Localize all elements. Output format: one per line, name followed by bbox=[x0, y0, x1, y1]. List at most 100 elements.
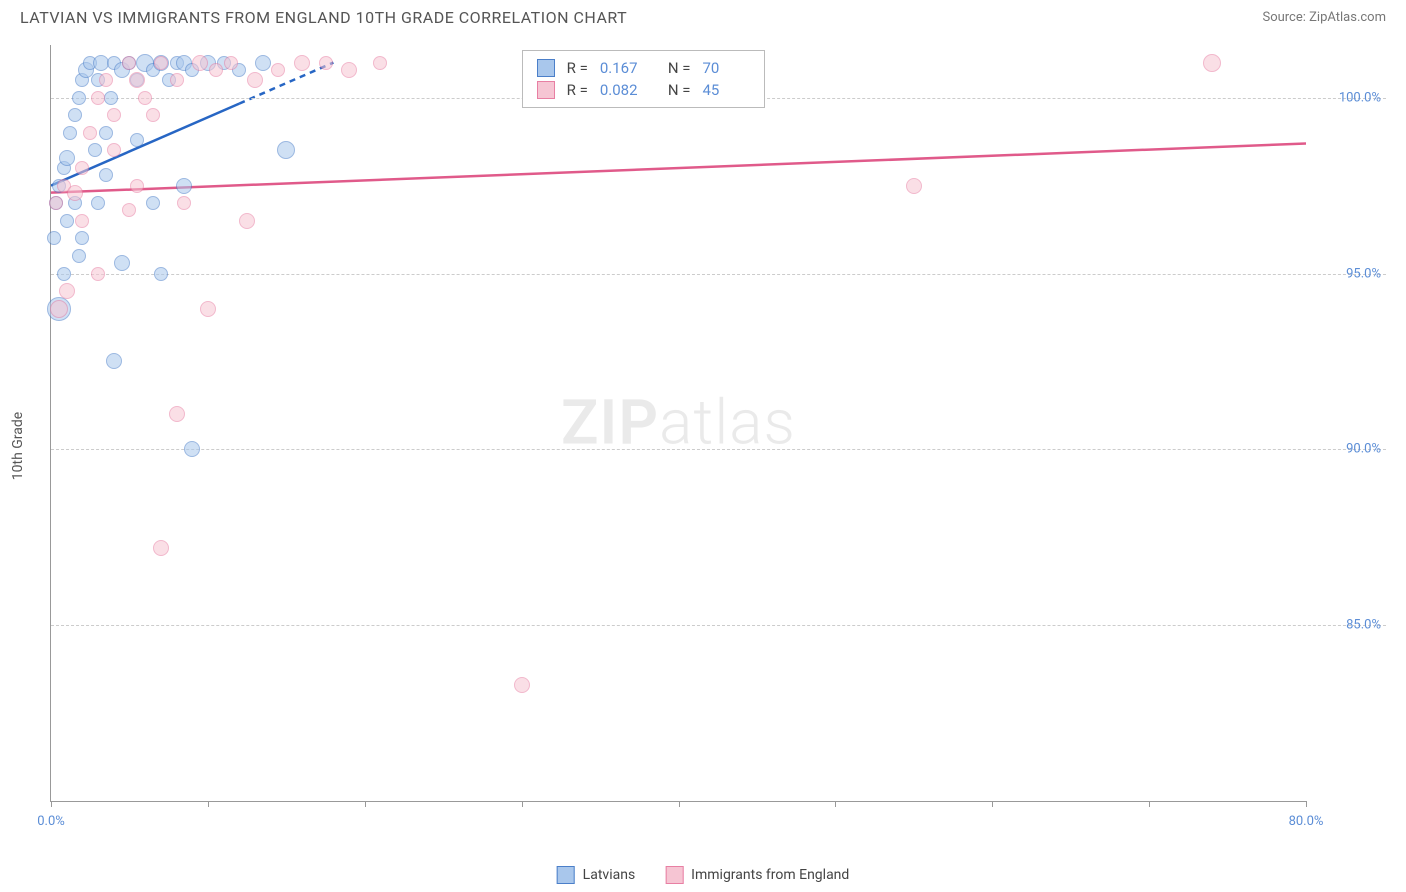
scatter-point-latvians bbox=[59, 150, 75, 166]
y-tick-label: 95.0% bbox=[1346, 266, 1381, 281]
scatter-point-england bbox=[99, 73, 113, 87]
scatter-point-england bbox=[59, 283, 75, 299]
scatter-point-latvians bbox=[47, 231, 61, 245]
scatter-point-england bbox=[1203, 54, 1221, 72]
scatter-point-england bbox=[122, 203, 136, 217]
scatter-point-england bbox=[91, 91, 105, 105]
scatter-point-england bbox=[906, 178, 922, 194]
scatter-point-england bbox=[107, 108, 121, 122]
scatter-point-england bbox=[75, 214, 89, 228]
trend-lines-layer bbox=[51, 45, 1306, 801]
scatter-point-england bbox=[130, 179, 144, 193]
trend-line-england bbox=[51, 143, 1306, 192]
scatter-point-england bbox=[146, 108, 160, 122]
gridline-h bbox=[51, 449, 1386, 450]
plot-area: ZIPatlas 85.0%90.0%95.0%100.0%0.0%80.0%R… bbox=[50, 45, 1306, 802]
stats-legend: R = 0.167 N = 70 R = 0.082 N = 45 bbox=[522, 50, 766, 108]
scatter-point-latvians bbox=[277, 141, 295, 159]
stats-swatch bbox=[537, 81, 555, 99]
scatter-point-latvians bbox=[88, 143, 102, 157]
scatter-point-latvians bbox=[114, 255, 130, 271]
scatter-point-latvians bbox=[72, 91, 86, 105]
chart-title: LATVIAN VS IMMIGRANTS FROM ENGLAND 10TH … bbox=[20, 8, 627, 27]
legend-label-latvians: Latvians bbox=[583, 867, 636, 883]
scatter-point-england bbox=[138, 91, 152, 105]
scatter-point-england bbox=[75, 161, 89, 175]
scatter-point-latvians bbox=[72, 249, 86, 263]
x-tick-label: 80.0% bbox=[1289, 814, 1324, 829]
scatter-point-england bbox=[514, 677, 530, 693]
scatter-point-england bbox=[83, 126, 97, 140]
stats-swatch bbox=[537, 59, 555, 77]
x-tick bbox=[1306, 801, 1307, 807]
scatter-point-latvians bbox=[146, 196, 160, 210]
legend-swatch-england bbox=[665, 866, 683, 884]
scatter-point-england bbox=[170, 73, 184, 87]
x-tick bbox=[51, 801, 52, 807]
scatter-point-england bbox=[153, 540, 169, 556]
scatter-point-england bbox=[67, 185, 83, 201]
x-tick bbox=[522, 801, 523, 807]
scatter-point-england bbox=[247, 72, 263, 88]
r-label: R = bbox=[567, 81, 588, 99]
n-label: N = bbox=[668, 59, 691, 77]
n-value: 70 bbox=[702, 59, 750, 77]
gridline-h bbox=[51, 274, 1386, 275]
r-value: 0.167 bbox=[600, 59, 648, 77]
scatter-point-england bbox=[50, 300, 68, 318]
scatter-point-latvians bbox=[104, 91, 118, 105]
y-tick-label: 85.0% bbox=[1346, 618, 1381, 633]
scatter-point-england bbox=[341, 62, 357, 78]
source-prefix: Source: bbox=[1262, 10, 1309, 25]
x-tick bbox=[365, 801, 366, 807]
scatter-point-england bbox=[271, 63, 285, 77]
source-attribution: Source: ZipAtlas.com bbox=[1262, 10, 1386, 25]
scatter-point-latvians bbox=[130, 133, 144, 147]
stats-legend-row: R = 0.167 N = 70 bbox=[537, 57, 751, 79]
scatter-point-latvians bbox=[176, 178, 192, 194]
scatter-point-latvians bbox=[99, 126, 113, 140]
n-label: N = bbox=[668, 81, 691, 99]
r-value: 0.082 bbox=[600, 81, 648, 99]
scatter-point-england bbox=[373, 56, 387, 70]
scatter-point-latvians bbox=[91, 196, 105, 210]
scatter-point-latvians bbox=[63, 126, 77, 140]
scatter-point-england bbox=[177, 196, 191, 210]
stats-legend-row: R = 0.082 N = 45 bbox=[537, 79, 751, 101]
scatter-point-england bbox=[49, 196, 63, 210]
scatter-point-latvians bbox=[68, 108, 82, 122]
source-link[interactable]: ZipAtlas.com bbox=[1309, 10, 1386, 25]
bottom-legend: Latvians Immigrants from England bbox=[557, 866, 850, 884]
x-tick-label: 0.0% bbox=[37, 814, 65, 829]
n-value: 45 bbox=[702, 81, 750, 99]
x-tick bbox=[679, 801, 680, 807]
r-label: R = bbox=[567, 59, 588, 77]
scatter-point-latvians bbox=[255, 55, 271, 71]
x-tick bbox=[1149, 801, 1150, 807]
y-axis-label: 10th Grade bbox=[10, 412, 26, 480]
legend-swatch-latvians bbox=[557, 866, 575, 884]
scatter-point-england bbox=[319, 56, 333, 70]
chart-header: LATVIAN VS IMMIGRANTS FROM ENGLAND 10TH … bbox=[0, 0, 1406, 27]
scatter-point-england bbox=[122, 56, 136, 70]
legend-label-england: Immigrants from England bbox=[691, 867, 849, 883]
scatter-point-latvians bbox=[106, 353, 122, 369]
y-tick-label: 90.0% bbox=[1346, 442, 1381, 457]
legend-item-latvians: Latvians bbox=[557, 866, 636, 884]
x-tick bbox=[835, 801, 836, 807]
chart-container: ZIPatlas 85.0%90.0%95.0%100.0%0.0%80.0%R… bbox=[50, 45, 1386, 832]
scatter-point-latvians bbox=[75, 231, 89, 245]
scatter-point-england bbox=[239, 213, 255, 229]
y-tick-label: 100.0% bbox=[1339, 90, 1381, 105]
scatter-point-england bbox=[154, 56, 168, 70]
scatter-point-england bbox=[91, 267, 105, 281]
scatter-point-england bbox=[294, 55, 310, 71]
scatter-point-latvians bbox=[154, 267, 168, 281]
scatter-point-england bbox=[224, 56, 238, 70]
scatter-point-latvians bbox=[99, 168, 113, 182]
scatter-point-england bbox=[169, 406, 185, 422]
scatter-point-england bbox=[192, 55, 208, 71]
scatter-point-latvians bbox=[60, 214, 74, 228]
scatter-point-england bbox=[129, 72, 145, 88]
scatter-point-england bbox=[107, 143, 121, 157]
